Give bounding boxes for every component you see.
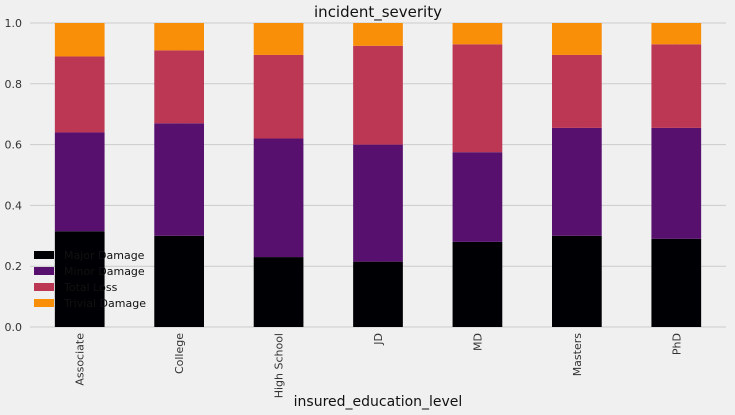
bar-segment <box>552 235 602 327</box>
x-tick-label: MD <box>471 333 484 351</box>
bar-segment <box>54 132 105 232</box>
bar-segment <box>353 144 403 262</box>
bar-segment <box>452 241 503 327</box>
bar-segment <box>452 152 503 242</box>
legend-label: Major Damage <box>64 249 145 262</box>
legend-label: Minor Damage <box>64 265 145 278</box>
bar-segment <box>154 23 204 51</box>
bar-segment <box>154 50 204 124</box>
bar-segment <box>552 23 602 55</box>
y-tick-label: 0.4 <box>5 199 23 212</box>
x-tick-label: College <box>173 333 186 374</box>
bar-segment <box>154 123 204 236</box>
bar-segment <box>253 138 304 258</box>
bar-segment <box>54 231 105 327</box>
bars <box>54 23 702 327</box>
x-axis-label: insured_education_level <box>294 394 463 410</box>
y-tick-label: 0.6 <box>5 139 23 152</box>
x-tick-label: High School <box>273 333 286 398</box>
bar-segment <box>651 238 702 327</box>
bar-segment <box>651 44 702 128</box>
legend-swatch <box>34 251 54 259</box>
x-tick-label: Associate <box>74 333 87 386</box>
bar-segment <box>353 45 403 145</box>
bar-segment <box>54 56 105 133</box>
bar-segment <box>353 261 403 327</box>
bar-segment <box>651 23 702 45</box>
legend-swatch <box>34 283 54 291</box>
x-tick-label: JD <box>372 333 385 346</box>
chart-title: incident_severity <box>314 3 442 22</box>
y-tick-label: 1.0 <box>5 17 23 30</box>
bar-segment <box>253 257 304 327</box>
bar-segment <box>452 23 503 45</box>
x-tick-label: PhD <box>670 333 683 355</box>
legend-swatch <box>34 267 54 275</box>
bar-segment <box>452 44 503 153</box>
x-tick-labels: Associate College High School JD MD Masters Ph… <box>74 333 684 399</box>
bar-segment <box>651 127 702 239</box>
bar-segment <box>552 127 602 236</box>
legend-label: Trivial Damage <box>63 297 146 310</box>
bar-segment <box>154 235 204 327</box>
bar-segment <box>253 23 304 55</box>
legend: Major Damage Minor Damage Total Loss Trivia… <box>34 249 146 310</box>
legend-label: Total Loss <box>63 281 118 294</box>
bar-segment <box>253 54 304 139</box>
bar-segment <box>54 23 105 57</box>
bar-segment <box>552 54 602 128</box>
y-tick-label: 0.0 <box>5 321 23 334</box>
legend-swatch <box>34 299 54 307</box>
y-tick-labels: 0.0 0.2 0.4 0.6 0.8 1.0 <box>5 17 23 334</box>
x-tick-label: Masters <box>571 333 584 377</box>
y-tick-label: 0.2 <box>5 260 23 273</box>
y-tick-label: 0.8 <box>5 78 23 91</box>
bar-segment <box>353 23 403 46</box>
